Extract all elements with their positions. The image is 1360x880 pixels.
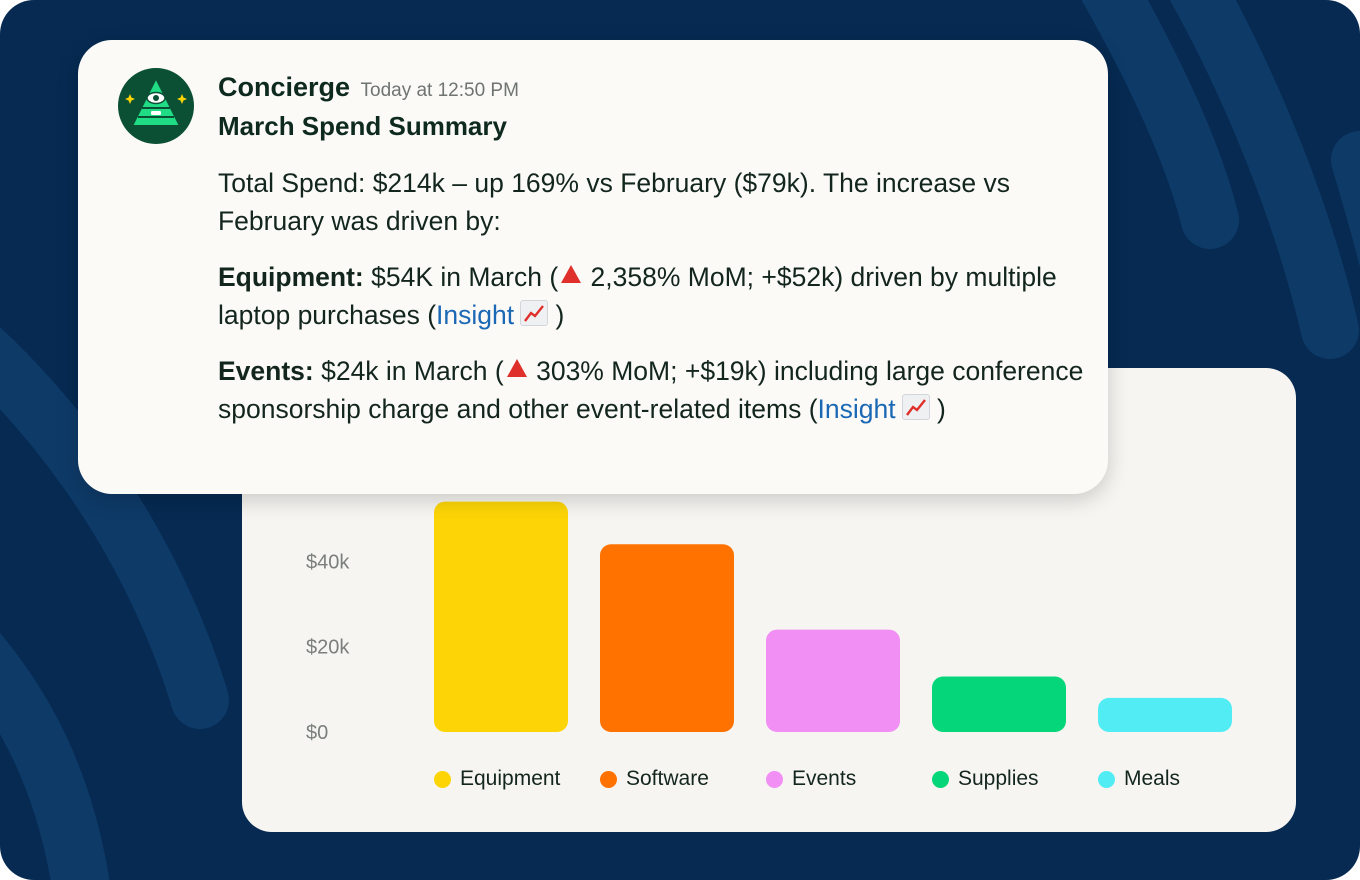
chart-increasing-icon [901, 394, 930, 420]
legend-item-meals: Meals [1098, 764, 1180, 794]
summary-item-text: ) [548, 300, 565, 330]
summary-item-text: $24k in March ( [313, 356, 504, 386]
summary-item-label: Equipment: [218, 262, 364, 292]
bar-equipment[interactable] [434, 501, 568, 732]
summary-item-text: $54K in March ( [363, 262, 559, 292]
legend-swatch [600, 770, 617, 788]
message-card: Concierge Today at 12:50 PM March Spend … [78, 40, 1108, 494]
y-tick-label: $40k [306, 551, 350, 573]
red-up-triangle-icon [506, 359, 527, 377]
legend-item-supplies: Supplies [932, 764, 1039, 794]
bar-supplies[interactable] [932, 676, 1066, 732]
legend-label: Supplies [958, 767, 1039, 790]
legend-swatch [1098, 770, 1115, 788]
bar-events[interactable] [766, 629, 900, 732]
chart-legend: Equipment Software Events Supplies Meals [242, 764, 1296, 794]
summary-intro: Total Spend: $214k – up 169% vs February… [218, 168, 1011, 236]
legend-item-software: Software [600, 764, 709, 794]
legend-swatch [434, 770, 451, 788]
insight-link[interactable]: Insight [817, 394, 896, 424]
summary-item-equipment: Equipment: $54K in March ( 2,358% MoM; +… [218, 258, 1088, 334]
chart-increasing-icon [520, 300, 549, 326]
legend-label: Software [626, 767, 709, 790]
legend-label: Events [792, 767, 857, 790]
summary-item-text: 303% MoM; +$19k) including large confere… [218, 356, 1084, 424]
summary-item-events: Events: $24k in March ( 303% MoM; +$19k)… [218, 352, 1088, 428]
y-tick-label: $0 [306, 722, 328, 744]
insight-link[interactable]: Insight [436, 300, 515, 330]
sender-name[interactable]: Concierge [218, 72, 351, 102]
summary-item-text: 2,358% MoM; +$52k) driven by multiple la… [218, 262, 1057, 330]
message-timestamp: Today at 12:50 PM [360, 80, 519, 101]
bar-meals[interactable] [1098, 697, 1232, 732]
legend-item-events: Events [766, 764, 856, 794]
bar-software[interactable] [600, 544, 734, 732]
legend-swatch [932, 770, 949, 788]
illuminati-pyramid-icon [125, 75, 187, 127]
red-up-triangle-icon [561, 265, 582, 283]
message-header: Concierge Today at 12:50 PM [218, 72, 519, 103]
message-body: Total Spend: $214k – up 169% vs February… [218, 164, 1088, 446]
message-title: March Spend Summary [218, 111, 507, 141]
y-tick-label: $20k [306, 637, 350, 659]
legend-swatch [766, 770, 783, 788]
concierge-avatar[interactable] [118, 68, 194, 144]
summary-item-label: Events: [218, 356, 314, 386]
summary-item-text: ) [929, 394, 946, 424]
legend-label: Meals [1124, 767, 1181, 790]
legend-item-equipment: Equipment [434, 764, 560, 794]
legend-label: Equipment [460, 767, 561, 790]
